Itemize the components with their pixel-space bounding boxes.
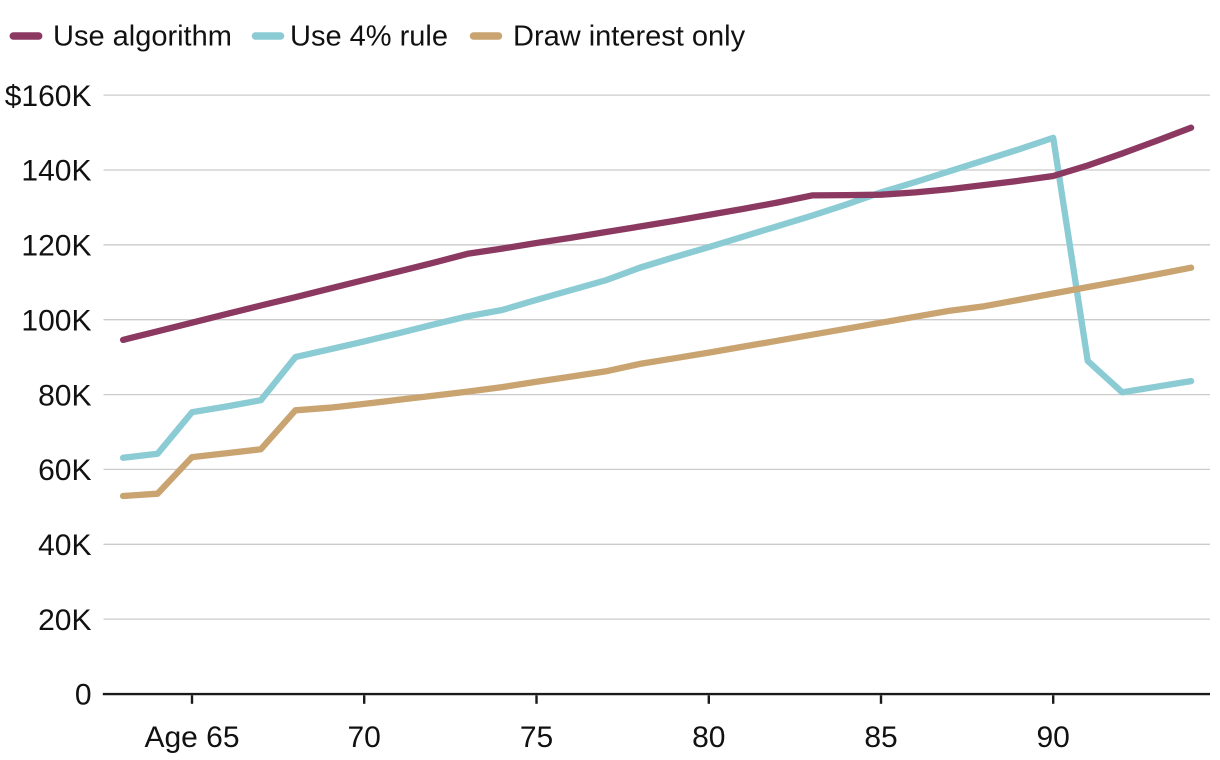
svg-text:Age 65: Age 65 bbox=[144, 721, 239, 754]
svg-text:85: 85 bbox=[864, 721, 897, 754]
svg-text:90: 90 bbox=[1037, 721, 1070, 754]
svg-text:0: 0 bbox=[75, 679, 92, 712]
svg-text:120K: 120K bbox=[21, 230, 91, 263]
svg-text:100K: 100K bbox=[21, 304, 91, 337]
svg-text:70: 70 bbox=[348, 721, 381, 754]
svg-text:Use 4% rule: Use 4% rule bbox=[290, 21, 448, 53]
svg-text:Use algorithm: Use algorithm bbox=[53, 21, 232, 53]
svg-text:75: 75 bbox=[520, 721, 553, 754]
svg-text:40K: 40K bbox=[38, 529, 91, 562]
svg-text:$160K: $160K bbox=[5, 80, 92, 113]
svg-text:Draw interest only: Draw interest only bbox=[513, 21, 746, 53]
svg-text:60K: 60K bbox=[38, 454, 91, 487]
svg-text:140K: 140K bbox=[21, 155, 91, 188]
svg-text:20K: 20K bbox=[38, 604, 91, 637]
svg-text:80K: 80K bbox=[38, 379, 91, 412]
svg-text:80: 80 bbox=[692, 721, 725, 754]
